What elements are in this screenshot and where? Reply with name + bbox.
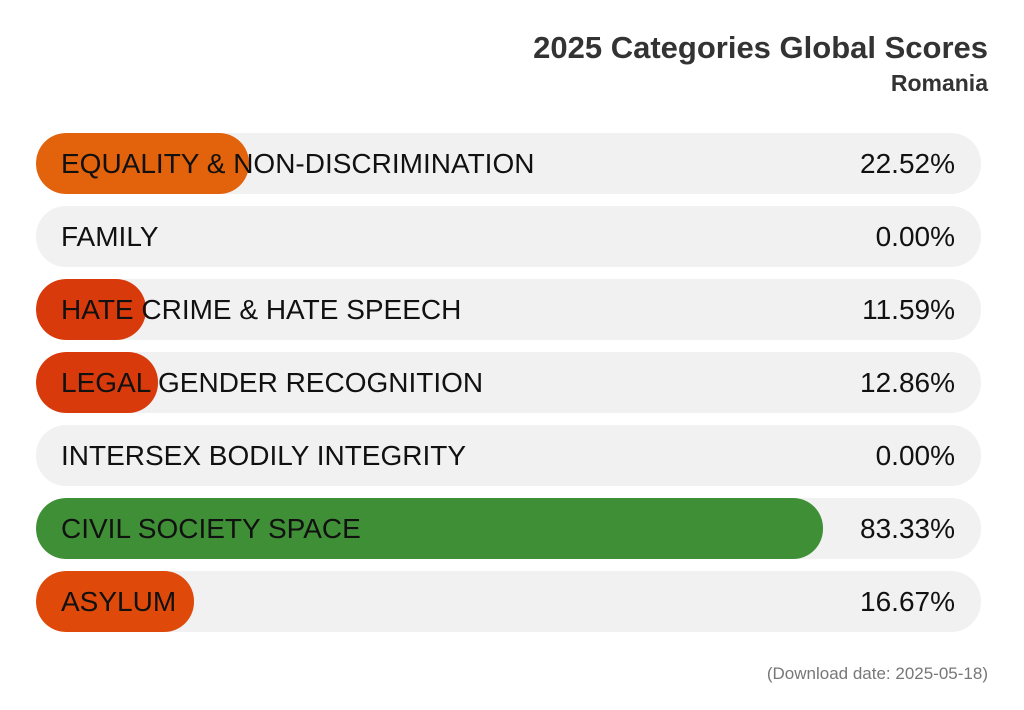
bar-fill — [36, 279, 146, 340]
bar-fill — [36, 352, 158, 413]
bar-fill — [36, 571, 194, 632]
bar-value: 22.52% — [860, 147, 955, 179]
bar-value: 11.59% — [862, 293, 955, 325]
bar-label: HATE CRIME & HATE SPEECH — [61, 293, 462, 325]
bar-row: FAMILY 0.00% — [36, 206, 981, 267]
bar-label: ASYLUM — [61, 585, 177, 617]
bar-row: ASYLUM 16.67% — [36, 571, 981, 632]
bar-value: 83.33% — [860, 512, 955, 544]
bar-value: 0.00% — [875, 220, 955, 252]
bar-label: EQUALITY & NON-DISCRIMINATION — [61, 147, 535, 179]
bar-label: CIVIL SOCIETY SPACE — [61, 512, 361, 544]
bar-row: HATE CRIME & HATE SPEECH 11.59% — [36, 279, 981, 340]
bar-value: 12.86% — [860, 366, 955, 398]
bar-value: 0.00% — [875, 439, 955, 471]
bar-row: CIVIL SOCIETY SPACE 83.33% — [36, 498, 981, 559]
bar-label: FAMILY — [61, 220, 159, 252]
bar-fill — [36, 498, 824, 559]
bar-row: LEGAL GENDER RECOGNITION 12.86% — [36, 352, 981, 413]
bar-value: 16.67% — [860, 585, 955, 617]
download-date: (Download date: 2025-05-18) — [766, 664, 988, 683]
bar-label: LEGAL GENDER RECOGNITION — [61, 366, 484, 398]
bar-row: INTERSEX BODILY INTEGRITY 0.00% — [36, 425, 981, 486]
bar-row: EQUALITY & NON-DISCRIMINATION 22.52% — [36, 133, 981, 194]
chart-title: 2025 Categories Global Scores — [533, 30, 988, 65]
chart-subtitle: Romania — [890, 70, 988, 96]
bar-fill — [36, 133, 249, 194]
bar-list: EQUALITY & NON-DISCRIMINATION 22.52% FAMIL… — [36, 133, 981, 644]
bar-label: INTERSEX BODILY INTEGRITY — [61, 439, 467, 471]
